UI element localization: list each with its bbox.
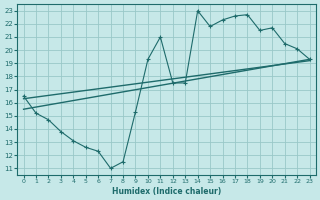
X-axis label: Humidex (Indice chaleur): Humidex (Indice chaleur) [112, 187, 221, 196]
